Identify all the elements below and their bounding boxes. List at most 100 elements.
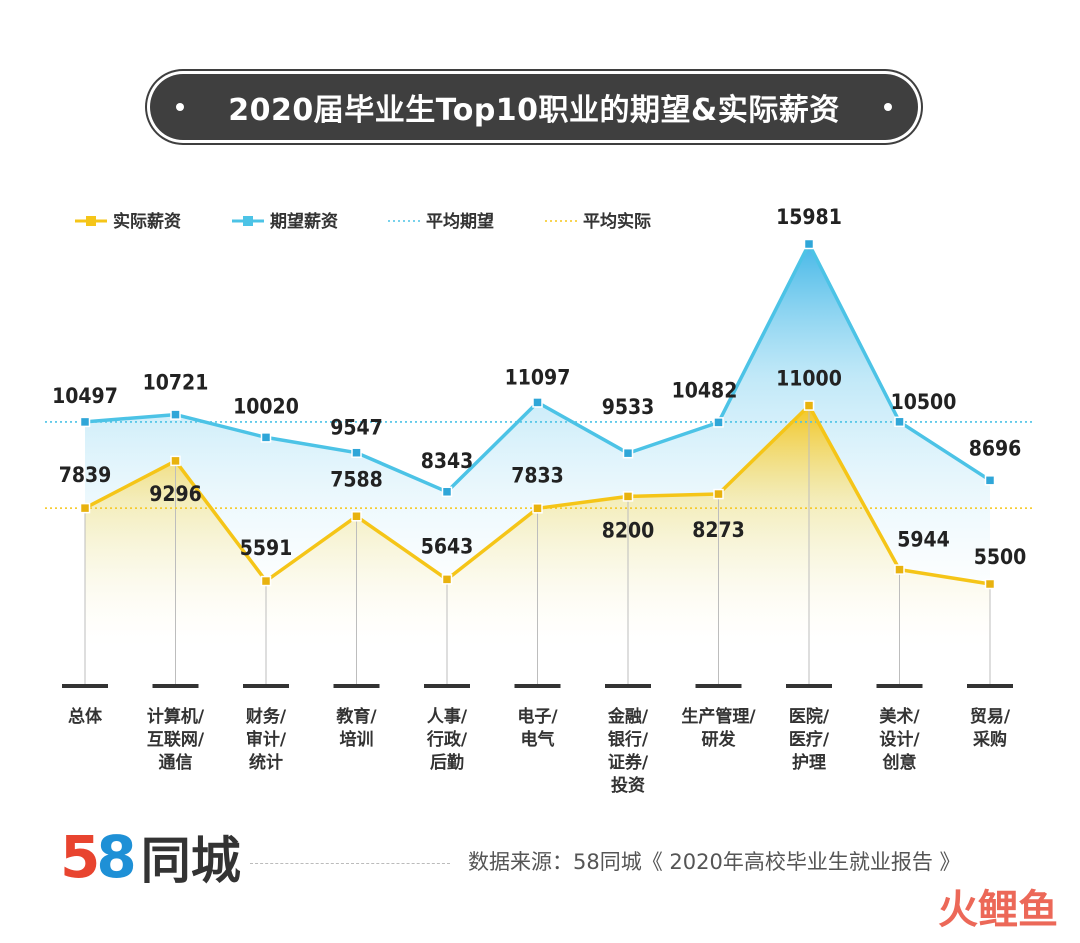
category-base-bar [695,684,742,688]
category-label: 通信 [159,752,193,773]
actual-value-label: 5500 [974,545,1027,569]
actual-value-label: 7588 [330,467,383,491]
category-label: 护理 [792,752,826,773]
actual-value-label: 8273 [692,518,745,542]
footer-divider [250,863,450,864]
expected-value-label: 9547 [330,416,383,440]
expected-point [622,447,634,459]
category-base-bar [786,684,832,688]
expected-value-label: 8343 [421,449,474,473]
category-base-bar [514,684,561,688]
actual-point [803,400,815,411]
legend-expected-label: 期望薪资 [270,211,338,232]
expected-value-label: 10482 [672,378,738,402]
expected-point [803,238,815,250]
expected-value-label: 10500 [891,390,957,414]
category-label: 银行/ [608,729,649,750]
actual-point [260,575,272,587]
actual-value-label: 7833 [511,463,564,487]
category-label: 金融/ [607,706,649,727]
expected-value-label: 9533 [602,395,655,419]
legend-expected-marker [243,216,253,226]
category-label: 审计/ [246,729,287,750]
category-label: 电子/ [517,706,558,727]
chart-title: 2020届毕业生Top10职业的期望&实际薪资 [228,93,840,128]
category-label: 统计 [249,752,283,773]
expected-point [532,397,543,408]
legend-actual-label: 实际薪资 [113,211,181,232]
category-label: 美术/ [879,706,920,727]
category-base-bar [333,684,380,688]
category-base-bar [876,684,923,688]
actual-point [532,503,543,514]
category-label: 投资 [611,775,645,796]
expected-point [351,447,362,458]
category-label: 电气 [521,729,555,750]
expected-value-label: 8696 [969,436,1022,460]
actual-value-label: 5643 [421,534,474,558]
actual-value-label: 11000 [776,367,842,391]
actual-point [79,502,91,514]
expected-point [713,417,724,428]
category-label: 总体 [68,706,103,727]
category-base-bar [62,684,108,688]
expected-value-label: 10497 [52,384,118,408]
chart-title-banner: 2020届毕业生Top10职业的期望&实际薪资 [150,74,918,140]
brand-logo: 58 同城 [60,822,241,892]
title-bullet-left [176,103,184,111]
expected-point [441,486,453,498]
actual-point [622,491,634,502]
expected-point [894,416,905,428]
expected-point [260,432,272,443]
legend-avg-expected-label: 平均期望 [426,211,494,232]
category-label: 研发 [702,729,737,750]
category-label: 设计/ [879,729,920,750]
actual-value-label: 9296 [149,482,202,506]
expected-point [984,475,996,486]
expected-point [79,416,91,428]
category-base-bar [967,684,1013,688]
title-bullet-right [884,103,892,111]
category-base-bar [243,684,289,688]
actual-point [984,578,996,590]
watermark-logo: 火鲤鱼 [938,887,1058,933]
expected-value-label: 11097 [505,365,571,389]
category-base-bar [152,684,199,688]
category-label: 医疗/ [789,729,830,750]
category-label: 采购 [972,729,1007,750]
category-label: 后勤 [430,753,464,773]
category-label: 人事/ [427,707,468,727]
actual-point [441,574,453,585]
logo-text: 同城 [140,832,241,890]
legend-avg-actual-label: 平均实际 [583,211,651,232]
category-label: 行政/ [426,729,468,750]
actual-point [894,564,905,575]
category-label: 财务/ [245,706,287,727]
category-label: 证券/ [608,752,649,773]
category-label: 医院/ [789,706,830,727]
category-label: 生产管理/ [681,706,756,727]
category-label: 教育/ [335,706,377,727]
category-base-bar [424,684,470,688]
data-source-note: 数据来源：58同城《 2020年高校毕业生就业报告 》 [468,850,961,874]
logo-digits: 58 [60,823,137,891]
category-base-bar [605,684,651,688]
actual-value-label: 5591 [240,536,293,560]
expected-value-label: 10020 [233,394,299,418]
expected-value-label: 10721 [143,371,209,395]
actual-point [170,455,181,467]
actual-point [351,511,362,522]
category-label: 贸易/ [970,706,1011,727]
actual-value-label: 8200 [602,518,655,542]
expected-value-label: 15981 [776,205,842,229]
actual-point [713,488,724,500]
actual-value-label: 7839 [59,463,112,487]
category-label: 互联网/ [147,730,205,750]
actual-value-label: 5944 [897,528,950,552]
category-label: 创意 [882,752,917,773]
legend-actual-marker [86,216,96,226]
category-label: 培训 [340,729,374,750]
category-label: 计算机/ [147,706,205,727]
expected-point [170,409,181,420]
